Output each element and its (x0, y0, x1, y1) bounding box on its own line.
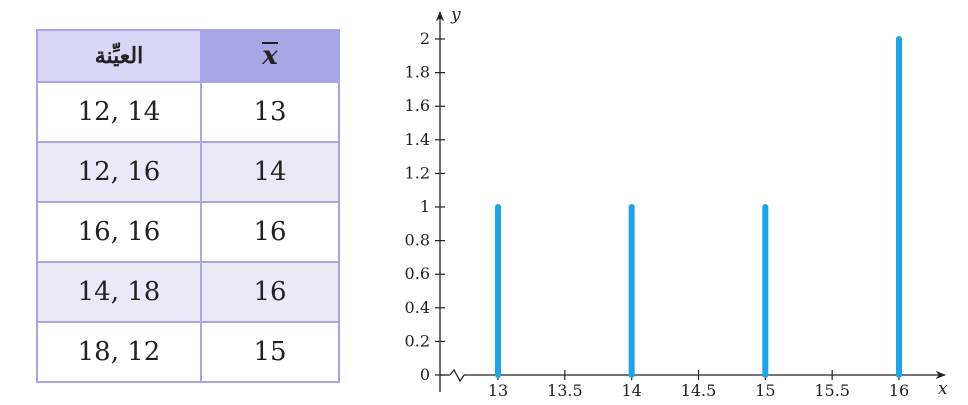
mean-cell: 13 (200, 81, 340, 143)
sample-cell: 14, 18 (36, 261, 202, 323)
y-tick-label: 1.8 (405, 63, 430, 82)
table-header-row: العيِّنة x (36, 29, 340, 83)
x-tick-label: 14 (621, 381, 641, 400)
table-row: 14, 18 16 (36, 261, 340, 323)
table-row: 16, 16 16 (36, 201, 340, 263)
x-tick-label: 14.5 (681, 381, 717, 400)
header-mean: x (200, 29, 340, 83)
table-row: 12, 14 13 (36, 81, 340, 143)
y-tick-label: 1.2 (405, 163, 430, 182)
y-tick-label: 2 (420, 29, 430, 48)
y-axis-label: y (450, 5, 461, 25)
sample-means-table: العيِّنة x 12, 14 13 12, 16 14 16, 16 16… (36, 29, 340, 383)
sample-cell: 16, 16 (36, 201, 202, 263)
header-sample: العيِّنة (36, 29, 202, 83)
sample-cell: 18, 12 (36, 321, 202, 383)
sample-cell: 12, 14 (36, 81, 202, 143)
y-tick-label: 0 (420, 365, 430, 384)
y-tick-label: 0.4 (405, 298, 430, 317)
y-tick-label: 0.8 (405, 231, 430, 250)
x-tick-label: 13.5 (547, 381, 583, 400)
mean-cell: 14 (200, 141, 340, 203)
x-axis-label: x (938, 379, 948, 399)
y-tick-label: 0.6 (405, 264, 430, 283)
table-row: 12, 16 14 (36, 141, 340, 203)
x-tick-label: 16 (889, 381, 909, 400)
mean-cell: 15 (200, 321, 340, 383)
x-axis-break (449, 368, 465, 383)
x-tick-label: 15 (755, 381, 775, 400)
y-tick-label: 1.6 (405, 96, 430, 115)
sample-cell: 12, 16 (36, 141, 202, 203)
y-tick-label: 1.4 (405, 130, 430, 149)
y-tick-label: 0.2 (405, 331, 430, 350)
y-tick-label: 1 (420, 197, 430, 216)
x-tick-label: 15.5 (814, 381, 850, 400)
x-bar-symbol: x (262, 41, 278, 71)
mean-cell: 16 (200, 201, 340, 263)
x-tick-label: 13 (488, 381, 508, 400)
mean-cell: 16 (200, 261, 340, 323)
table-row: 18, 12 15 (36, 321, 340, 383)
